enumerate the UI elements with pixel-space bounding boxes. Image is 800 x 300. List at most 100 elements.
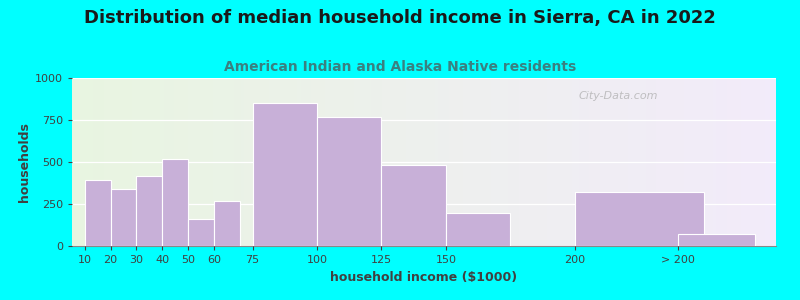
Bar	[575, 78, 579, 246]
Bar	[738, 78, 741, 246]
Bar	[195, 78, 198, 246]
Bar	[515, 78, 519, 246]
Bar	[618, 78, 621, 246]
Bar	[238, 78, 241, 246]
Bar	[734, 78, 738, 246]
Bar	[421, 78, 424, 246]
Bar	[399, 78, 403, 246]
Bar	[336, 78, 339, 246]
Bar	[79, 78, 82, 246]
Bar	[361, 78, 364, 246]
Bar	[389, 78, 392, 246]
Bar	[621, 78, 625, 246]
Bar	[85, 181, 110, 246]
Bar	[371, 78, 374, 246]
Bar	[346, 78, 350, 246]
Bar	[702, 78, 706, 246]
Bar	[253, 103, 317, 246]
Bar	[550, 78, 554, 246]
Bar	[280, 78, 283, 246]
Bar	[343, 78, 346, 246]
Bar	[315, 78, 318, 246]
Bar	[650, 78, 653, 246]
Bar	[720, 78, 723, 246]
Bar	[544, 78, 547, 246]
Bar	[547, 78, 550, 246]
Bar	[329, 78, 333, 246]
Bar	[726, 78, 730, 246]
Bar	[470, 78, 474, 246]
Bar	[386, 78, 389, 246]
Bar	[396, 78, 399, 246]
Bar	[688, 78, 691, 246]
Bar	[283, 78, 286, 246]
Text: City-Data.com: City-Data.com	[579, 92, 658, 101]
Bar	[114, 78, 118, 246]
Bar	[491, 78, 494, 246]
Bar	[160, 78, 163, 246]
Bar	[90, 78, 93, 246]
Bar	[216, 78, 220, 246]
Bar	[210, 78, 213, 246]
Bar	[414, 78, 417, 246]
Bar	[214, 201, 240, 246]
Bar	[685, 78, 688, 246]
Bar	[128, 78, 132, 246]
Bar	[558, 78, 562, 246]
Bar	[698, 78, 702, 246]
Y-axis label: households: households	[18, 122, 31, 202]
Bar	[462, 78, 466, 246]
Bar	[663, 78, 667, 246]
Bar	[322, 78, 326, 246]
Bar	[378, 78, 382, 246]
Bar	[484, 78, 487, 246]
Bar	[298, 78, 301, 246]
Bar	[266, 78, 269, 246]
Bar	[308, 78, 311, 246]
Bar	[188, 219, 214, 246]
Bar	[597, 78, 600, 246]
Bar	[691, 78, 695, 246]
Bar	[354, 78, 357, 246]
Bar	[452, 78, 456, 246]
Bar	[326, 78, 329, 246]
Bar	[178, 78, 181, 246]
Bar	[170, 78, 174, 246]
Bar	[100, 78, 104, 246]
X-axis label: household income ($1000): household income ($1000)	[330, 271, 518, 284]
Bar	[403, 78, 406, 246]
Bar	[610, 78, 614, 246]
Bar	[456, 78, 459, 246]
Bar	[86, 78, 90, 246]
Bar	[251, 78, 255, 246]
Bar	[417, 78, 421, 246]
Bar	[533, 78, 537, 246]
Bar	[139, 78, 142, 246]
Bar	[198, 78, 202, 246]
Bar	[294, 78, 298, 246]
Bar	[466, 78, 470, 246]
Bar	[110, 78, 114, 246]
Bar	[568, 78, 572, 246]
Bar	[234, 78, 238, 246]
Bar	[174, 78, 178, 246]
Bar	[202, 78, 206, 246]
Bar	[723, 78, 726, 246]
Bar	[565, 78, 568, 246]
Bar	[93, 78, 97, 246]
Bar	[357, 78, 361, 246]
Bar	[635, 78, 638, 246]
Bar	[751, 78, 755, 246]
Bar	[477, 78, 480, 246]
Bar	[153, 78, 157, 246]
Bar	[318, 78, 322, 246]
Bar	[137, 176, 162, 246]
Bar	[681, 78, 685, 246]
Bar	[438, 78, 442, 246]
Bar	[241, 78, 245, 246]
Bar	[374, 78, 378, 246]
Bar	[512, 78, 515, 246]
Bar	[766, 78, 769, 246]
Bar	[245, 78, 248, 246]
Bar	[167, 78, 170, 246]
